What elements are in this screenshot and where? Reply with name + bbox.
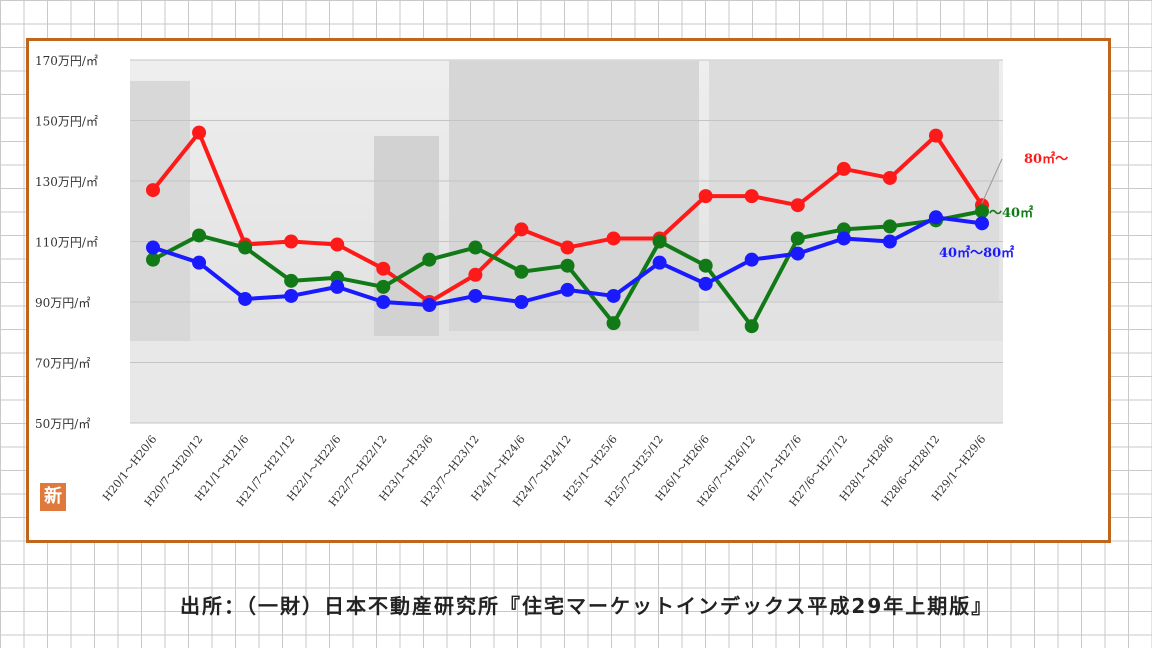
data-point <box>928 128 943 143</box>
data-point <box>422 298 437 313</box>
y-axis-ticks: 50万円/㎡ 70万円/㎡ 90万円/㎡ 110万円/㎡ 130万円/㎡ 150万円/㎡ 1… <box>35 54 98 431</box>
data-point <box>652 234 667 249</box>
data-point <box>284 234 299 249</box>
y-tick-label: 70万円/㎡ <box>35 357 90 371</box>
y-tick-label: 110万円/㎡ <box>35 236 98 250</box>
legend-labels: 80㎡～ ～40㎡ 40㎡～80㎡ <box>939 151 1068 261</box>
data-point <box>698 258 713 273</box>
data-point <box>836 231 851 246</box>
y-tick-label: 130万円/㎡ <box>35 175 98 189</box>
data-point <box>238 291 253 306</box>
data-point <box>975 204 989 219</box>
y-tick-label: 50万円/㎡ <box>35 417 90 431</box>
data-point <box>790 198 805 213</box>
data-point <box>468 267 483 282</box>
data-point <box>468 240 483 255</box>
chart-frame: 50万円/㎡ 70万円/㎡ 90万円/㎡ 110万円/㎡ 130万円/㎡ 150万円/㎡ 1… <box>26 38 1111 543</box>
legend-label-green: ～40㎡ <box>989 205 1033 221</box>
data-point <box>790 246 805 261</box>
data-point <box>330 279 345 294</box>
data-point <box>192 255 207 270</box>
data-point <box>560 240 575 255</box>
y-tick-label: 90万円/㎡ <box>35 296 90 310</box>
data-point <box>284 288 299 303</box>
x-axis-ticks: H20/1～H20/6H20/7～H20/12H21/1～H21/6H21/7～… <box>100 433 988 509</box>
data-point <box>468 288 483 303</box>
data-point <box>606 231 621 246</box>
legend-leader-red <box>981 158 1003 204</box>
y-tick-label: 150万円/㎡ <box>35 115 98 129</box>
data-point <box>422 252 437 267</box>
data-point <box>928 210 943 225</box>
data-point <box>146 252 160 267</box>
data-point <box>882 170 897 185</box>
data-point <box>652 255 667 270</box>
data-point <box>146 183 160 198</box>
data-point <box>238 240 253 255</box>
data-point <box>514 222 529 237</box>
data-point <box>330 237 345 252</box>
data-point <box>376 279 391 294</box>
data-point <box>192 125 207 140</box>
data-point <box>514 264 529 279</box>
legend-label-red: 80㎡～ <box>1024 151 1068 167</box>
data-point <box>146 240 160 255</box>
new-badge: 新 <box>40 483 66 511</box>
data-point <box>882 234 897 249</box>
y-tick-label: 170万円/㎡ <box>35 54 98 68</box>
data-point <box>975 216 989 231</box>
data-point <box>514 295 529 309</box>
line-chart: 50万円/㎡ 70万円/㎡ 90万円/㎡ 110万円/㎡ 130万円/㎡ 150万円/㎡ 1… <box>35 54 1068 509</box>
data-point <box>376 261 391 276</box>
data-point <box>376 295 391 309</box>
data-point <box>560 282 575 297</box>
data-point <box>606 288 621 303</box>
data-point <box>698 189 713 204</box>
data-point <box>744 189 759 204</box>
data-point <box>284 273 299 288</box>
data-point <box>192 228 207 243</box>
data-point <box>606 316 621 331</box>
data-point <box>560 258 575 273</box>
data-point <box>698 276 713 291</box>
data-point <box>790 231 805 246</box>
data-point <box>744 252 759 267</box>
source-citation: 出所：（一財）日本不動産研究所『住宅マーケットインデックス平成29年上期版』 <box>180 594 994 618</box>
data-point <box>836 161 851 176</box>
series-lines <box>146 125 989 334</box>
data-point <box>882 219 897 234</box>
legend-label-blue: 40㎡～80㎡ <box>939 245 1014 261</box>
data-point <box>744 319 759 334</box>
